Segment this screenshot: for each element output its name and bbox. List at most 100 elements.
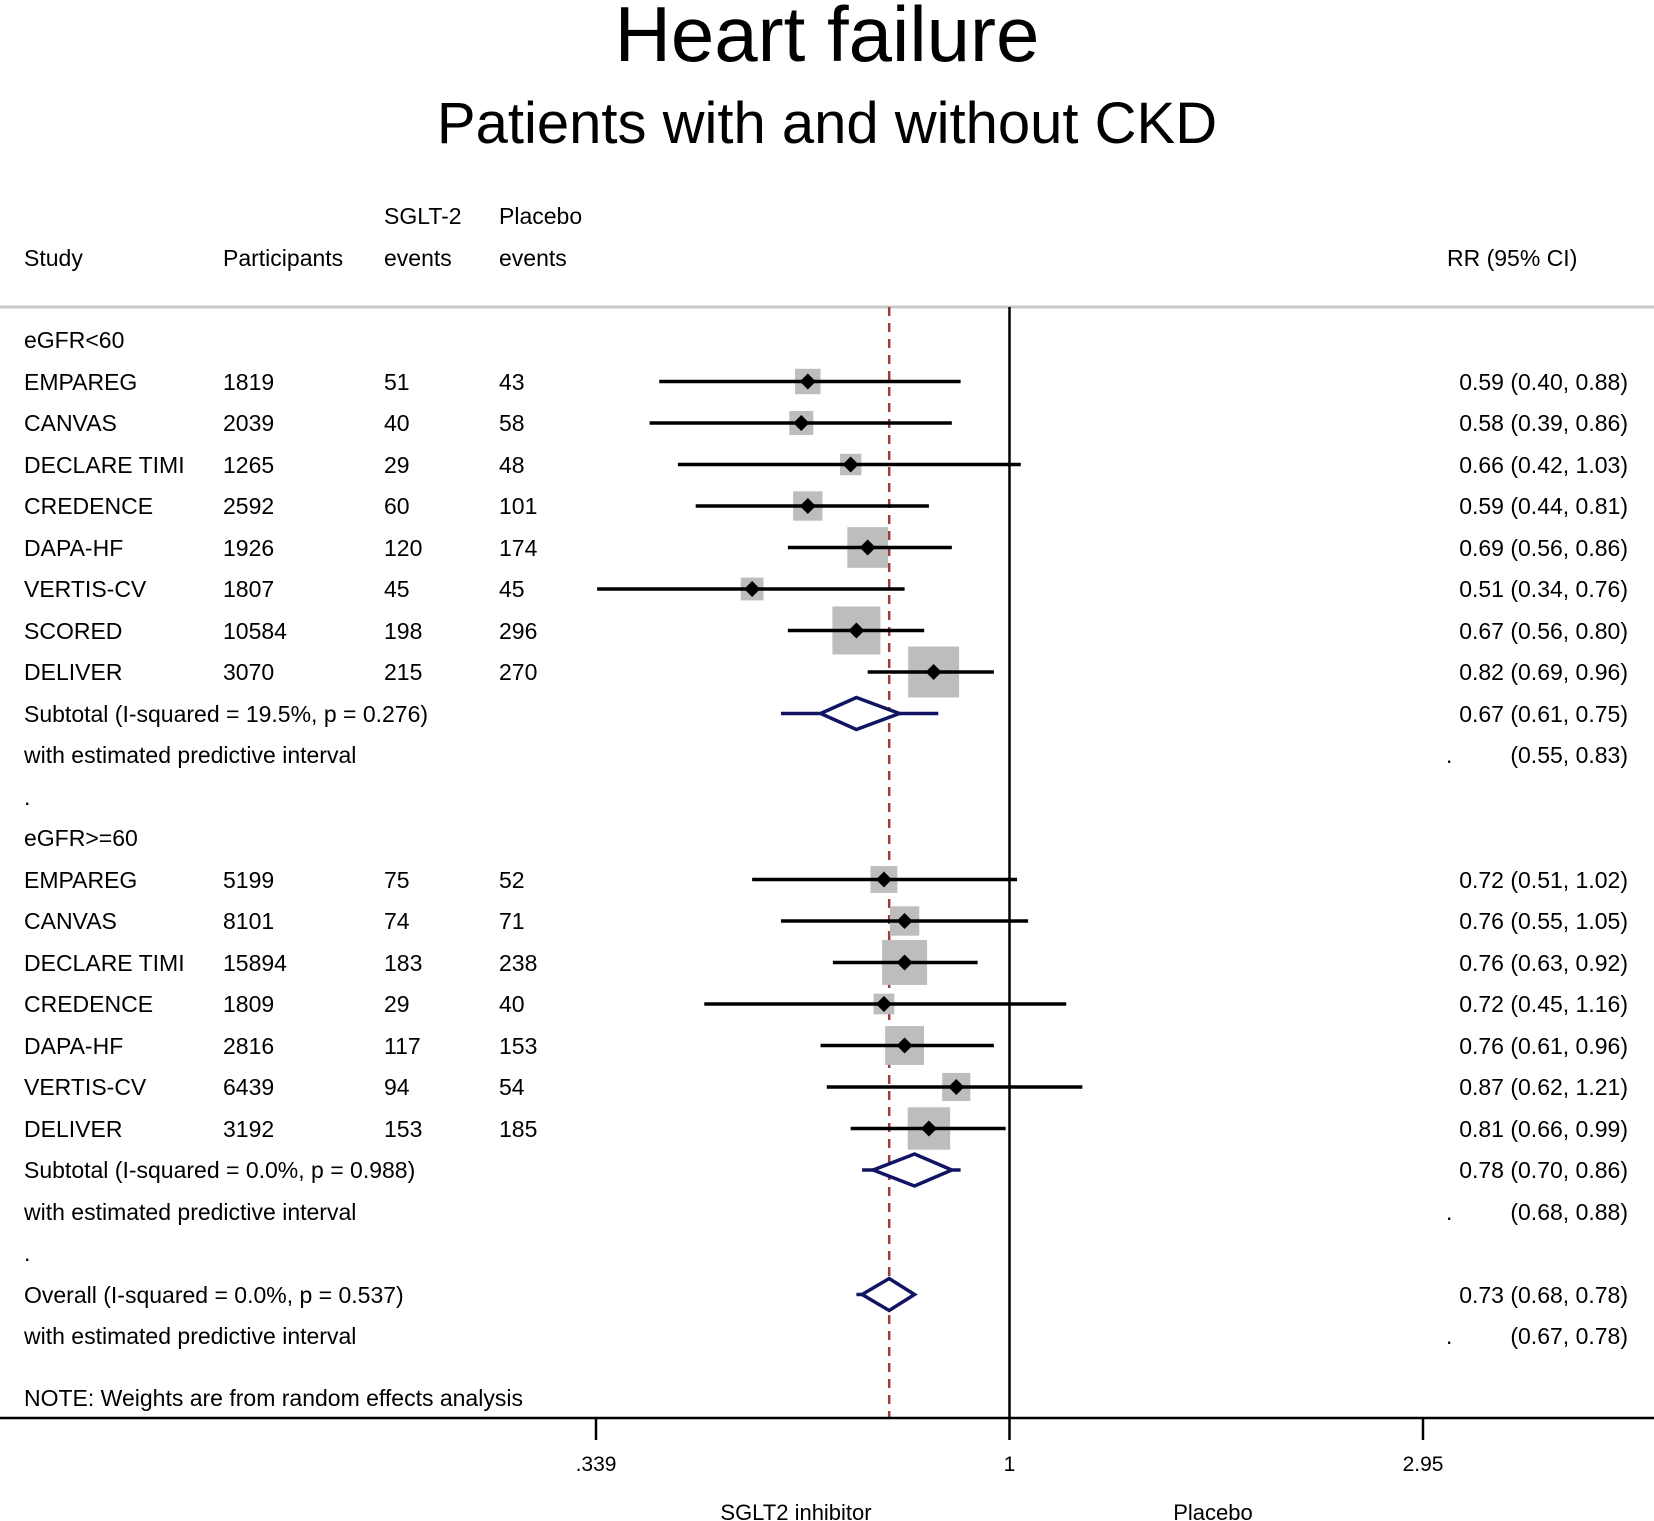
- pooled-rr-ci-value: 0.73 (0.68, 0.78): [1459, 1281, 1628, 1308]
- column-header-participants: Participants: [223, 245, 344, 271]
- placebo-events-value: 52: [499, 866, 525, 893]
- study-point-estimate: [875, 871, 892, 888]
- sglt2-events-value: 29: [384, 451, 410, 478]
- placebo-events-value: 296: [499, 617, 538, 644]
- pooled-label: Overall (I-squared = 0.0%, p = 0.537): [24, 1281, 404, 1308]
- column-header-sglt2-line2: events: [384, 245, 452, 271]
- study-name: VERTIS-CV: [24, 1074, 147, 1100]
- sglt2-events-value: 40: [384, 410, 410, 436]
- sglt2-events-value: 117: [384, 1032, 421, 1059]
- study-point-estimate: [744, 581, 761, 597]
- rr-ci-value: 0.66 (0.42, 1.03): [1459, 451, 1628, 478]
- placebo-events-value: 270: [499, 659, 538, 685]
- predictive-interval-label: with estimated predictive interval: [24, 742, 357, 768]
- study-point-estimate: [896, 954, 913, 971]
- participants-value: 1807: [223, 576, 275, 602]
- pooled-label: Subtotal (I-squared = 19.5%, p = 0.276): [24, 700, 429, 727]
- participants-value: 2592: [223, 493, 275, 519]
- study-point-estimate: [920, 1120, 937, 1137]
- study-point-estimate: [799, 498, 816, 514]
- column-header-placebo-line1: Placebo: [499, 203, 583, 229]
- placebo-events-value: 48: [499, 451, 525, 478]
- subgroup-label: eGFR>=60: [24, 825, 138, 851]
- sglt2-events-value: 45: [384, 576, 410, 602]
- study-name: DAPA-HF: [24, 534, 124, 561]
- placebo-events-value: 101: [499, 493, 538, 519]
- subgroup-label: eGFR<60: [24, 327, 125, 353]
- study-name: DECLARE TIMI: [24, 949, 185, 976]
- study-point-estimate: [793, 415, 810, 431]
- participants-value: 1926: [223, 534, 275, 561]
- sglt2-events-value: 60: [384, 493, 410, 519]
- study-name: DELIVER: [24, 1115, 123, 1142]
- rr-ci-value: 0.76 (0.61, 0.96): [1459, 1032, 1628, 1059]
- participants-value: 2816: [223, 1032, 275, 1059]
- pooled-rr-ci-value: 0.78 (0.70, 0.86): [1459, 1157, 1628, 1183]
- chart-title: Heart failure: [614, 0, 1040, 78]
- predictive-interval-dot: .: [1446, 1323, 1453, 1349]
- sglt2-events-value: 215: [384, 659, 423, 685]
- rr-ci-value: 0.59 (0.44, 0.81): [1459, 493, 1628, 519]
- participants-value: 3070: [223, 659, 275, 685]
- predictive-interval-dot: .: [1446, 742, 1453, 768]
- placebo-events-value: 238: [499, 949, 538, 976]
- x-axis-label-left: SGLT2 inhibitor: [720, 1500, 871, 1521]
- predictive-interval-value: (0.67, 0.78): [1510, 1323, 1628, 1349]
- sglt2-events-value: 29: [384, 991, 410, 1017]
- rr-ci-value: 0.67 (0.56, 0.80): [1459, 617, 1628, 644]
- study-name: SCORED: [24, 617, 123, 644]
- column-header-sglt2-line1: SGLT-2: [384, 203, 462, 229]
- x-tick-label: .339: [576, 1453, 617, 1476]
- sglt2-events-value: 120: [384, 534, 423, 561]
- participants-value: 6439: [223, 1074, 275, 1100]
- participants-value: 3192: [223, 1115, 275, 1142]
- pooled-label: Subtotal (I-squared = 0.0%, p = 0.988): [24, 1157, 416, 1183]
- study-name: CANVAS: [24, 908, 117, 934]
- rr-ci-value: 0.59 (0.40, 0.88): [1459, 368, 1628, 395]
- placebo-events-value: 71: [499, 908, 525, 934]
- placebo-events-value: 45: [499, 576, 525, 602]
- column-header-rr: RR (95% CI): [1447, 245, 1578, 271]
- study-name: CREDENCE: [24, 991, 154, 1017]
- study-point-estimate: [799, 373, 816, 390]
- placebo-events-value: 54: [499, 1074, 525, 1100]
- predictive-interval-value: (0.68, 0.88): [1510, 1198, 1628, 1225]
- study-name: EMPAREG: [24, 866, 138, 893]
- pooled-diamond: [868, 1152, 957, 1188]
- footnote: NOTE: Weights are from random effects an…: [24, 1385, 523, 1411]
- participants-value: 1809: [223, 991, 275, 1017]
- rr-ci-value: 0.58 (0.39, 0.86): [1459, 410, 1628, 436]
- study-point-estimate: [896, 913, 913, 929]
- study-point-estimate: [859, 539, 876, 556]
- placebo-events-value: 58: [499, 410, 525, 436]
- rr-ci-value: 0.81 (0.66, 0.99): [1459, 1115, 1628, 1142]
- placebo-events-value: 174: [499, 534, 538, 561]
- subgroup-label: .: [24, 783, 31, 810]
- x-tick-label: 2.95: [1403, 1453, 1444, 1476]
- rr-ci-value: 0.76 (0.55, 1.05): [1459, 908, 1628, 934]
- rr-ci-value: 0.87 (0.62, 1.21): [1459, 1074, 1628, 1100]
- participants-value: 8101: [223, 908, 275, 934]
- study-name: EMPAREG: [24, 368, 138, 395]
- study-point-estimate: [925, 664, 942, 680]
- chart-subtitle: Patients with and without CKD: [436, 91, 1218, 156]
- study-point-estimate: [948, 1079, 965, 1095]
- study-point-estimate: [848, 622, 865, 639]
- study-name: VERTIS-CV: [24, 576, 147, 602]
- placebo-events-value: 153: [499, 1032, 538, 1059]
- participants-value: 1819: [223, 368, 275, 395]
- sglt2-events-value: 74: [384, 908, 410, 934]
- predictive-interval-label: with estimated predictive interval: [24, 1198, 357, 1225]
- subgroup-label: .: [24, 1240, 31, 1266]
- placebo-events-value: 43: [499, 368, 525, 395]
- placebo-events-value: 40: [499, 991, 525, 1017]
- placebo-events-value: 185: [499, 1115, 538, 1142]
- study-name: DAPA-HF: [24, 1032, 124, 1059]
- study-point-estimate: [896, 1037, 913, 1054]
- rr-ci-value: 0.51 (0.34, 0.76): [1459, 576, 1628, 602]
- sglt2-events-value: 51: [384, 368, 410, 395]
- participants-value: 10584: [223, 617, 287, 644]
- sglt2-events-value: 198: [384, 617, 423, 644]
- participants-value: 2039: [223, 410, 275, 436]
